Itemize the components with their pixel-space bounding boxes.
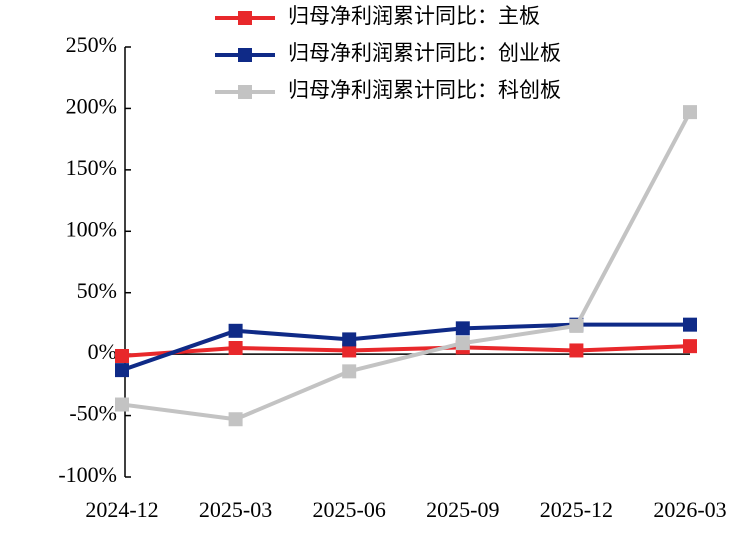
point-marker xyxy=(569,318,584,333)
point-marker xyxy=(569,343,584,358)
legend-label: 归母净利润累计同比：科创板 xyxy=(288,78,561,102)
y-tick-label: 0% xyxy=(88,339,117,364)
x-tick-label: 2024-12 xyxy=(85,497,158,522)
point-marker xyxy=(455,321,470,336)
legend-marker xyxy=(238,48,252,62)
point-marker xyxy=(228,323,243,338)
x-tick-label: 2025-09 xyxy=(426,497,499,522)
y-tick-label: 150% xyxy=(66,155,117,180)
y-tick-label: 200% xyxy=(66,93,117,118)
y-tick-label: 100% xyxy=(66,216,117,241)
x-tick-label: 2025-03 xyxy=(199,497,272,522)
point-marker xyxy=(115,397,129,412)
legend-marker xyxy=(238,85,252,99)
point-marker xyxy=(455,336,470,351)
series-line xyxy=(121,344,691,358)
legend-label: 归母净利润累计同比：创业板 xyxy=(288,41,561,65)
point-marker xyxy=(342,364,357,379)
point-marker xyxy=(342,343,357,358)
point-marker xyxy=(228,341,243,355)
point-marker xyxy=(228,412,243,427)
y-tick-label: 250% xyxy=(66,32,117,57)
y-tick-label: -100% xyxy=(58,462,117,487)
point-marker xyxy=(342,332,357,347)
y-tick-label: 50% xyxy=(77,278,117,303)
legend-label: 归母净利润累计同比：主板 xyxy=(288,4,540,28)
x-tick-label: 2025-06 xyxy=(313,497,386,522)
point-marker xyxy=(683,105,697,120)
series-line xyxy=(121,322,690,373)
x-tick-label: 2025-12 xyxy=(540,497,613,522)
point-marker xyxy=(115,363,129,378)
x-tick-label: 2026-03 xyxy=(653,497,726,522)
point-marker xyxy=(115,348,129,363)
point-marker xyxy=(683,317,697,332)
series-line xyxy=(121,111,692,422)
point-marker xyxy=(683,339,697,354)
y-tick-label: -50% xyxy=(69,401,117,426)
legend-marker xyxy=(238,11,252,25)
